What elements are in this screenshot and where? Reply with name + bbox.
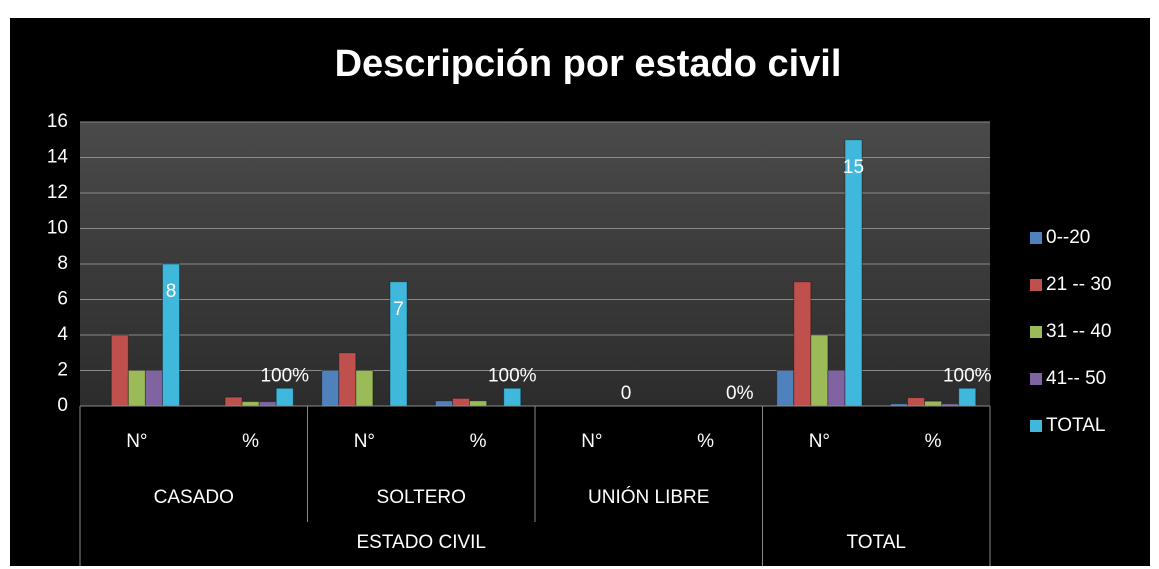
- group-label: TOTAL: [847, 532, 906, 553]
- data-label: 7: [393, 299, 404, 320]
- x-tick-label: %: [925, 431, 942, 452]
- x-tick-label: %: [242, 431, 259, 452]
- group-label: ESTADO CIVIL: [356, 532, 486, 553]
- bar: [469, 400, 488, 407]
- group-label: UNIÓN LIBRE: [588, 486, 709, 508]
- chart-title: Descripción por estado civil: [335, 43, 842, 85]
- bar: [434, 400, 454, 407]
- legend-swatch: [1030, 420, 1042, 432]
- data-label: 8: [166, 281, 177, 302]
- bar: [110, 334, 129, 407]
- bar: [275, 387, 294, 407]
- legend-label: 21 -- 30: [1046, 274, 1111, 295]
- legend-swatch: [1030, 326, 1042, 338]
- y-tick-label: 12: [47, 182, 68, 203]
- legend-label: TOTAL: [1046, 415, 1105, 436]
- y-tick-label: 0: [57, 395, 68, 416]
- x-tick-label: N°: [126, 431, 147, 452]
- legend-swatch: [1030, 279, 1042, 291]
- bar: [127, 370, 146, 407]
- legend-swatch: [1030, 373, 1042, 385]
- bar: [321, 370, 340, 407]
- bar: [241, 401, 260, 407]
- legend-label: 31 -- 40: [1046, 321, 1111, 342]
- data-label: 0: [621, 383, 632, 404]
- legend-label: 0--20: [1046, 227, 1090, 248]
- y-tick-label: 16: [47, 111, 68, 132]
- bar: [452, 397, 471, 407]
- x-tick-label: N°: [354, 431, 375, 452]
- bar: [224, 396, 243, 407]
- legend-label: 41-- 50: [1046, 368, 1106, 389]
- y-tick-label: 4: [57, 324, 68, 345]
- bar: [844, 139, 863, 407]
- x-tick-label: %: [470, 431, 487, 452]
- x-tick-label: %: [697, 431, 714, 452]
- legend-swatch: [1030, 232, 1042, 244]
- bar: [338, 352, 357, 407]
- y-tick-label: 6: [57, 289, 68, 310]
- y-tick-label: 2: [57, 360, 68, 381]
- group-label: CASADO: [154, 487, 234, 508]
- bar: [144, 370, 163, 407]
- bar: [503, 387, 522, 407]
- data-label: 100%: [943, 365, 992, 386]
- bar: [258, 401, 277, 407]
- bar: [958, 387, 977, 407]
- group-label: SOLTERO: [377, 487, 466, 508]
- bar: [810, 334, 829, 407]
- y-tick-label: 14: [47, 147, 69, 168]
- data-label: 100%: [260, 365, 309, 386]
- x-tick-label: N°: [581, 431, 602, 452]
- bar: [924, 400, 943, 407]
- bar: [907, 397, 926, 407]
- bar: [827, 370, 846, 407]
- bar: [355, 370, 374, 407]
- bar: [776, 370, 795, 407]
- data-label: 15: [843, 157, 864, 178]
- data-label: 100%: [488, 365, 537, 386]
- bar: [793, 281, 812, 407]
- y-tick-label: 10: [47, 218, 68, 239]
- data-label: 0%: [726, 383, 754, 404]
- x-tick-label: N°: [809, 431, 830, 452]
- y-tick-label: 8: [57, 253, 68, 274]
